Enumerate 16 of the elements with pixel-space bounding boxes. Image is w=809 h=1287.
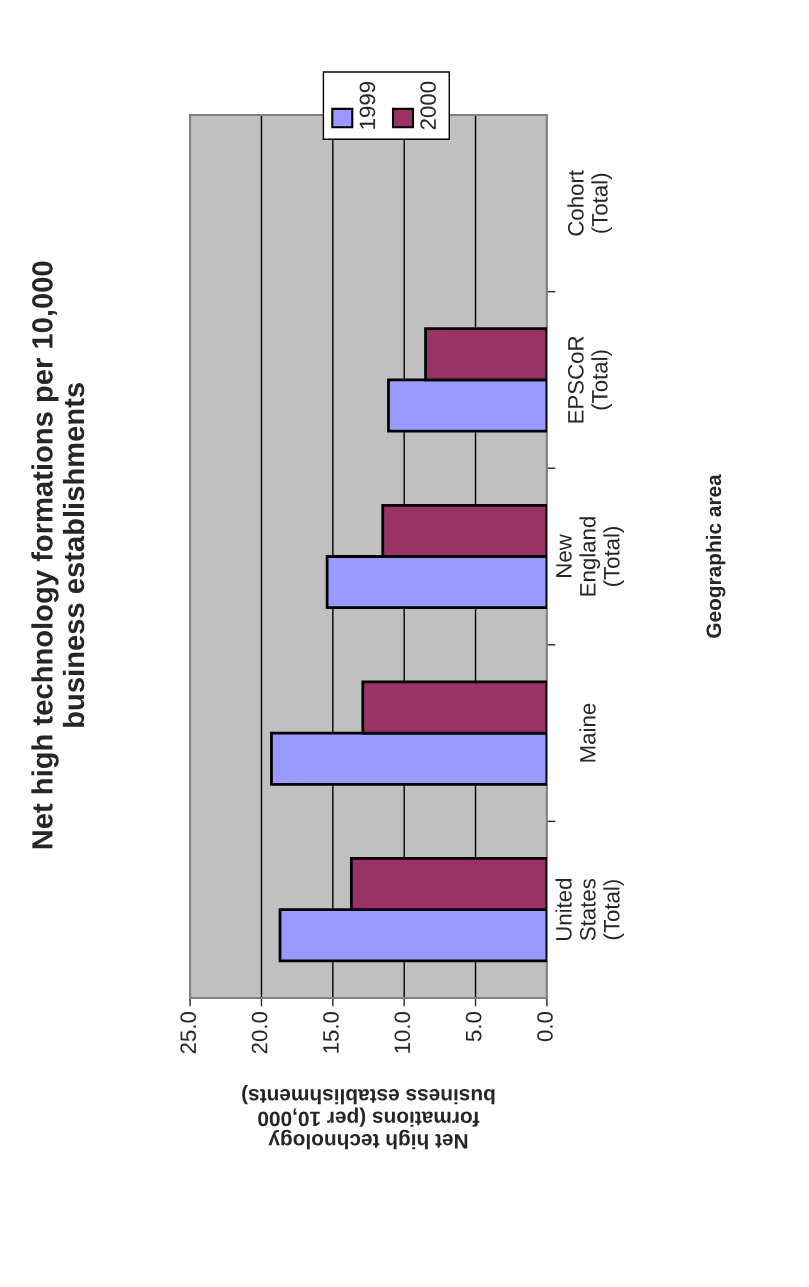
y-tick-label: United States (Total) (555, 878, 624, 941)
x-tick-label: 0.0 (537, 1012, 553, 1042)
x-axis-title: Net high technology formations (per 10,000 business establishments) (242, 1084, 495, 1150)
legend-label: 1999 (359, 81, 376, 129)
x-tick-label: 15.0 (323, 1012, 339, 1053)
x-tick-label: 25.0 (180, 1012, 197, 1054)
y-tick-label: EPSCoR (Total) (567, 336, 613, 423)
legend-label: 2000 (420, 81, 436, 130)
x-tick-label: 5.0 (465, 1012, 482, 1042)
y-tick-label: Maine (579, 703, 596, 762)
x-tick-label: 20.0 (251, 1012, 268, 1054)
y-tick-label: Cohort (Total) (567, 170, 613, 236)
y-tick-label: New England (Total) (556, 517, 624, 596)
y-axis-title: Geographic area (705, 474, 726, 638)
x-tick-label: 10.0 (394, 1012, 411, 1053)
text: Net high technology formations per 10,000 business establishments (31, 261, 85, 849)
